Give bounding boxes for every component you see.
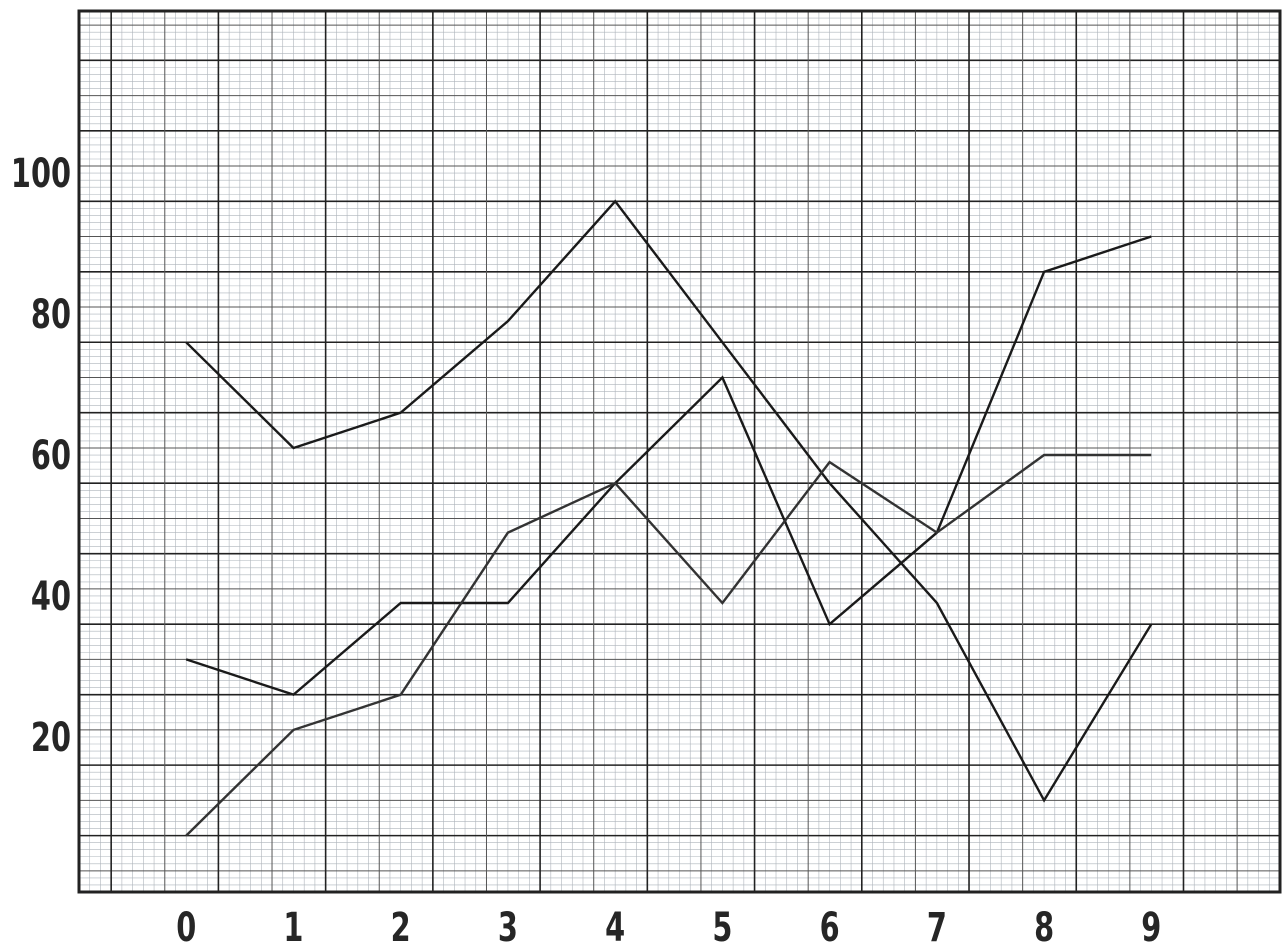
x-tick-label: 0 xyxy=(176,905,196,949)
y-tick-label: 100 xyxy=(11,152,71,198)
plot-frame xyxy=(77,9,1282,894)
major-grid xyxy=(79,11,1280,892)
x-axis-ticks: 0 1 2 3 4 5 6 7 8 9 xyxy=(176,905,1161,949)
series-1-line xyxy=(185,199,1153,803)
x-tick-label: 2 xyxy=(391,905,411,949)
y-tick-label: 40 xyxy=(31,574,71,620)
y-tick-label: 80 xyxy=(31,292,71,338)
x-tick-label: 1 xyxy=(283,905,303,949)
y-tick-label: 60 xyxy=(31,433,71,479)
series-3-line xyxy=(185,453,1152,837)
x-tick-label: 5 xyxy=(712,905,732,949)
minor-grid xyxy=(78,10,1281,893)
x-tick-label: 7 xyxy=(927,905,947,949)
series-layer xyxy=(185,199,1153,837)
x-tick-label: 4 xyxy=(605,905,625,949)
series-2-line xyxy=(185,235,1152,697)
y-tick-label: 20 xyxy=(31,715,71,761)
x-tick-label: 3 xyxy=(498,905,518,949)
x-tick-label: 8 xyxy=(1034,905,1054,949)
y-axis-ticks: 20 40 60 80 100 xyxy=(11,152,71,762)
x-tick-label: 9 xyxy=(1141,905,1161,949)
x-tick-label: 6 xyxy=(820,905,840,949)
